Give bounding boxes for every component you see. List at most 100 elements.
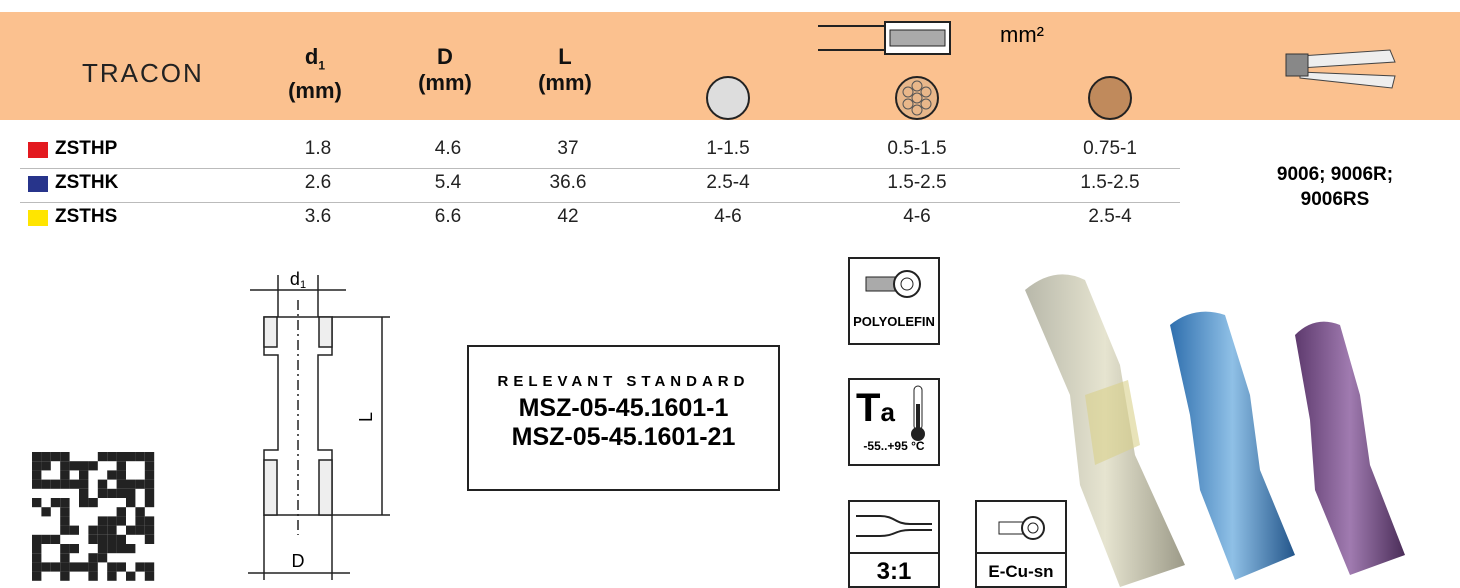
qr-module — [60, 516, 70, 526]
qr-module — [144, 461, 155, 471]
qr-module — [144, 525, 155, 535]
qr-module — [144, 562, 155, 572]
table-cell: 2.5-4 — [1088, 206, 1132, 227]
thermometer — [911, 385, 925, 441]
qr-module — [60, 461, 70, 471]
qr-module — [60, 571, 70, 581]
qr-module — [144, 470, 155, 480]
qr-module — [88, 525, 98, 535]
qr-module — [60, 525, 70, 535]
table-cell: 4-6 — [903, 206, 931, 227]
product-code: ZSTHK — [55, 172, 119, 193]
qr-module — [126, 498, 136, 508]
col-symbol: D — [437, 44, 453, 69]
qr-module — [69, 525, 79, 535]
qr-module — [144, 488, 155, 498]
row-swatch — [28, 210, 48, 226]
table-cell: 1-1.5 — [706, 138, 750, 159]
qr-module — [126, 525, 136, 535]
qr-module — [97, 525, 108, 535]
qr-module — [32, 571, 42, 581]
qr-module — [97, 479, 108, 489]
qr-module — [88, 498, 98, 508]
qr-module — [107, 562, 117, 572]
qr-module — [107, 470, 117, 480]
qr-module — [107, 544, 117, 554]
col-unit: (mm) — [418, 70, 472, 95]
col-header: d1 (mm) — [270, 44, 360, 104]
qr-module — [107, 452, 117, 462]
qr-module — [107, 516, 117, 526]
qr-module — [107, 571, 117, 581]
qr-module — [50, 562, 61, 572]
qr-module — [79, 470, 89, 480]
qr-module — [107, 488, 117, 498]
product-code: ZSTHP — [55, 138, 118, 159]
standard-code: MSZ-05-45.1601-21 — [511, 423, 736, 451]
qr-module — [116, 562, 126, 572]
standard-heading: RELEVANT STANDARD — [497, 373, 750, 390]
header-icons — [706, 21, 1396, 120]
terminal-glyph — [998, 516, 1045, 540]
qr-module — [126, 571, 136, 581]
qr-module — [116, 470, 126, 480]
unit-label: mm² — [1000, 22, 1044, 47]
col-header: D (mm) — [400, 44, 490, 96]
drawing-label: L — [356, 412, 376, 422]
ratio-icon: 3:1 — [848, 500, 940, 588]
row-line — [20, 202, 1180, 203]
qr-module — [144, 479, 155, 489]
table-cell: 6.6 — [434, 206, 462, 227]
qr-module — [41, 562, 51, 572]
qr-module — [107, 534, 117, 544]
temp-icon: Ta -55..+95 °C — [848, 378, 940, 466]
qr-module — [126, 452, 136, 462]
qr-module — [107, 525, 117, 535]
qr-module — [32, 534, 42, 544]
qr-module — [32, 461, 42, 471]
qr-module — [97, 553, 108, 563]
qr-module — [135, 452, 145, 462]
product-code: ZSTHS — [55, 206, 118, 227]
qr-module — [88, 461, 98, 471]
table-cell: 4.6 — [434, 138, 462, 159]
qr-module — [116, 516, 126, 526]
qr-module — [79, 498, 89, 508]
table-cell: 36.6 — [549, 172, 587, 193]
drawing-label: D — [292, 551, 305, 571]
table-cell: 1.8 — [304, 138, 332, 159]
qr-module — [126, 488, 136, 498]
qr-module — [88, 562, 98, 572]
qr-module — [135, 516, 145, 526]
qr-module — [97, 488, 108, 498]
qr-module — [32, 479, 42, 489]
brand: TRACON — [82, 58, 204, 88]
col-symbol: d — [304, 44, 319, 69]
qr-module — [50, 534, 61, 544]
table-cell: 42 — [557, 206, 579, 227]
qr-module — [60, 553, 70, 563]
qr-module — [144, 534, 155, 544]
qr-module — [97, 544, 108, 554]
qr-module — [79, 562, 89, 572]
qr-module — [88, 553, 98, 563]
qr-module — [135, 562, 145, 572]
material-text: POLYOLEFIN — [853, 314, 935, 329]
qr-module — [88, 571, 98, 581]
col-unit: (mm) — [288, 78, 342, 104]
qr-module — [69, 544, 79, 554]
qr-module — [32, 562, 42, 572]
qr-module — [60, 562, 70, 572]
temp-range: -55..+95 °C — [863, 439, 925, 453]
temp-symbol: T — [856, 386, 881, 430]
qr-module — [116, 488, 126, 498]
qr-module — [144, 571, 155, 581]
material-icon: POLYOLEFIN — [848, 257, 940, 345]
qr-module — [116, 544, 126, 554]
qr-module — [60, 479, 70, 489]
table-cell: 5.4 — [434, 172, 462, 193]
qr-module — [88, 534, 98, 544]
qr-module — [116, 452, 126, 462]
temp-sub: a — [880, 397, 895, 427]
